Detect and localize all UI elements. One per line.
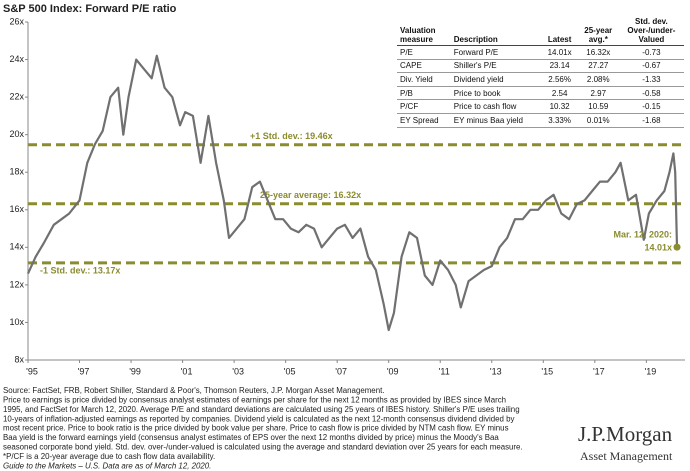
header-cell: Latest <box>541 17 578 46</box>
table-cell: 14.01x <box>541 45 578 60</box>
reference-label: 25-year average: 16.32x <box>260 190 361 200</box>
y-tick-label: 26x <box>9 16 24 26</box>
header-cell: Std. dev. Over-/under- Valued <box>618 17 684 46</box>
footnote: 1995, and FactSet for March 12, 2020. Av… <box>3 405 520 414</box>
table-row: P/B Price to book 2.54 2.97 -0.58 <box>397 86 684 101</box>
table-cell: Dividend yield <box>450 72 542 87</box>
table-row: EY Spread EY minus Baa yield 3.33% 0.01% -1.… <box>397 113 684 128</box>
y-tick-label: 10x <box>9 317 24 327</box>
x-tick-label: '13 <box>490 366 502 376</box>
x-tick-label: '05 <box>284 366 296 376</box>
x-tick-label: '15 <box>541 366 553 376</box>
header-text: Description <box>453 35 498 44</box>
footnote: seasoned corporate bond yield. Std. dev.… <box>3 442 523 451</box>
x-tick-label: '03 <box>232 366 244 376</box>
y-tick-label: 16x <box>9 204 24 214</box>
pe-line <box>26 54 679 332</box>
y-tick-label: 20x <box>9 129 24 139</box>
table-cell: 2.56% <box>541 72 578 87</box>
table-cell: 2.97 <box>577 86 619 101</box>
table-cell: 10.32 <box>541 99 578 114</box>
reference-label: -1 Std. dev.: 13.17x <box>40 265 120 275</box>
table-cell: 16.32x <box>577 45 619 60</box>
table-cell: P/E <box>397 45 451 60</box>
header-cell: Description <box>450 17 542 46</box>
x-tick-label: '09 <box>387 366 399 376</box>
x-tick-label: '07 <box>335 366 347 376</box>
x-tick-label: '95 <box>26 366 38 376</box>
annotation-value: 14.01x <box>644 243 672 253</box>
chart-title: S&P 500 Index: Forward P/E ratio <box>3 3 177 15</box>
footnote: Baa yield is the forward earnings yield … <box>3 433 499 442</box>
y-tick-label: 18x <box>9 167 24 177</box>
table-cell: CAPE <box>397 59 451 74</box>
footnote: Guide to the Markets – U.S. Data are as … <box>3 461 211 470</box>
valuation-table: Valuation measure Description Latest 25-year… <box>397 17 684 128</box>
y-tick-label: 14x <box>9 242 24 252</box>
footnote: most recent price. Price to book ratio i… <box>3 424 509 433</box>
annotation-date: Mar. 12, 2020: <box>613 230 672 240</box>
table-cell: 27.27 <box>577 59 619 74</box>
header-text: Latest <box>547 35 572 44</box>
table-cell: Shiller's P/E <box>450 59 542 74</box>
header-text: avg.* <box>588 35 608 44</box>
table-cell: EY minus Baa yield <box>450 113 542 128</box>
footnote: Price to earnings is price divided by co… <box>3 395 506 404</box>
x-tick-label: '97 <box>78 366 90 376</box>
table-cell: 3.33% <box>541 113 578 128</box>
table-cell: 23.14 <box>541 59 578 74</box>
y-tick-label: 8x <box>14 354 24 364</box>
table-cell: P/B <box>397 86 451 101</box>
header-text: Over-/under- <box>627 26 676 35</box>
table-cell: -0.73 <box>618 45 684 60</box>
x-tick-label: '19 <box>644 366 656 376</box>
logo-division: Asset Management <box>580 449 673 463</box>
table-cell: Price to cash flow <box>450 99 542 114</box>
y-tick-label: 24x <box>9 54 24 64</box>
y-tick-label: 12x <box>9 279 24 289</box>
table-cell: -1.68 <box>618 113 684 128</box>
x-tick-label: '17 <box>593 366 605 376</box>
table-cell: 2.54 <box>541 86 578 101</box>
table-cell: -0.58 <box>618 86 684 101</box>
table-cell: Price to book <box>450 86 542 101</box>
x-tick-label: '11 <box>439 366 450 376</box>
table-cell: 2.08% <box>577 72 619 87</box>
table-row: Div. Yield Dividend yield 2.56% 2.08% -1.33 <box>397 72 684 87</box>
header-text: Valuation <box>400 26 436 35</box>
header-text: measure <box>400 35 433 44</box>
table-row: P/E Forward P/E 14.01x 16.32x -0.73 <box>397 45 684 60</box>
table-cell: 10.59 <box>577 99 619 114</box>
header-text: Std. dev. <box>635 17 668 26</box>
reference-label: +1 Std. dev.: 19.46x <box>250 131 333 141</box>
table: Valuation measure Description Latest 25-year… <box>397 17 684 128</box>
table-cell: -0.15 <box>618 99 684 114</box>
table-cell: -1.33 <box>618 72 684 87</box>
header-text: Valued <box>638 35 665 44</box>
table-cell: -0.67 <box>618 59 684 74</box>
header-cell: Valuation measure <box>397 17 451 46</box>
table-cell: 0.01% <box>577 113 619 128</box>
table-row: CAPE Shiller's P/E 23.14 27.27 -0.67 <box>397 59 684 74</box>
table-cell: Forward P/E <box>450 45 542 60</box>
latest-point <box>673 243 681 251</box>
table-cell: Div. Yield <box>397 72 451 87</box>
x-tick-label: '01 <box>181 366 193 376</box>
table-cell: EY Spread <box>397 113 451 128</box>
header-cell: 25-year avg.* <box>577 17 619 46</box>
y-tick-label: 22x <box>9 91 24 101</box>
table-row: P/CF Price to cash flow 10.32 10.59 -0.15 <box>397 99 684 114</box>
table-cell: P/CF <box>397 99 451 114</box>
header-text: 25-year <box>584 26 613 35</box>
footnote: 10-years of inflation-adjusted earnings … <box>3 414 514 423</box>
footnote: Source: FactSet, FRB, Robert Shiller, St… <box>3 386 384 395</box>
x-tick-label: '99 <box>129 366 141 376</box>
footnote: *P/CF is a 20-year average due to cash f… <box>3 452 215 461</box>
header-row: Valuation measure Description Latest 25-year… <box>397 17 684 46</box>
logo-name: J.P.Morgan <box>578 422 673 446</box>
